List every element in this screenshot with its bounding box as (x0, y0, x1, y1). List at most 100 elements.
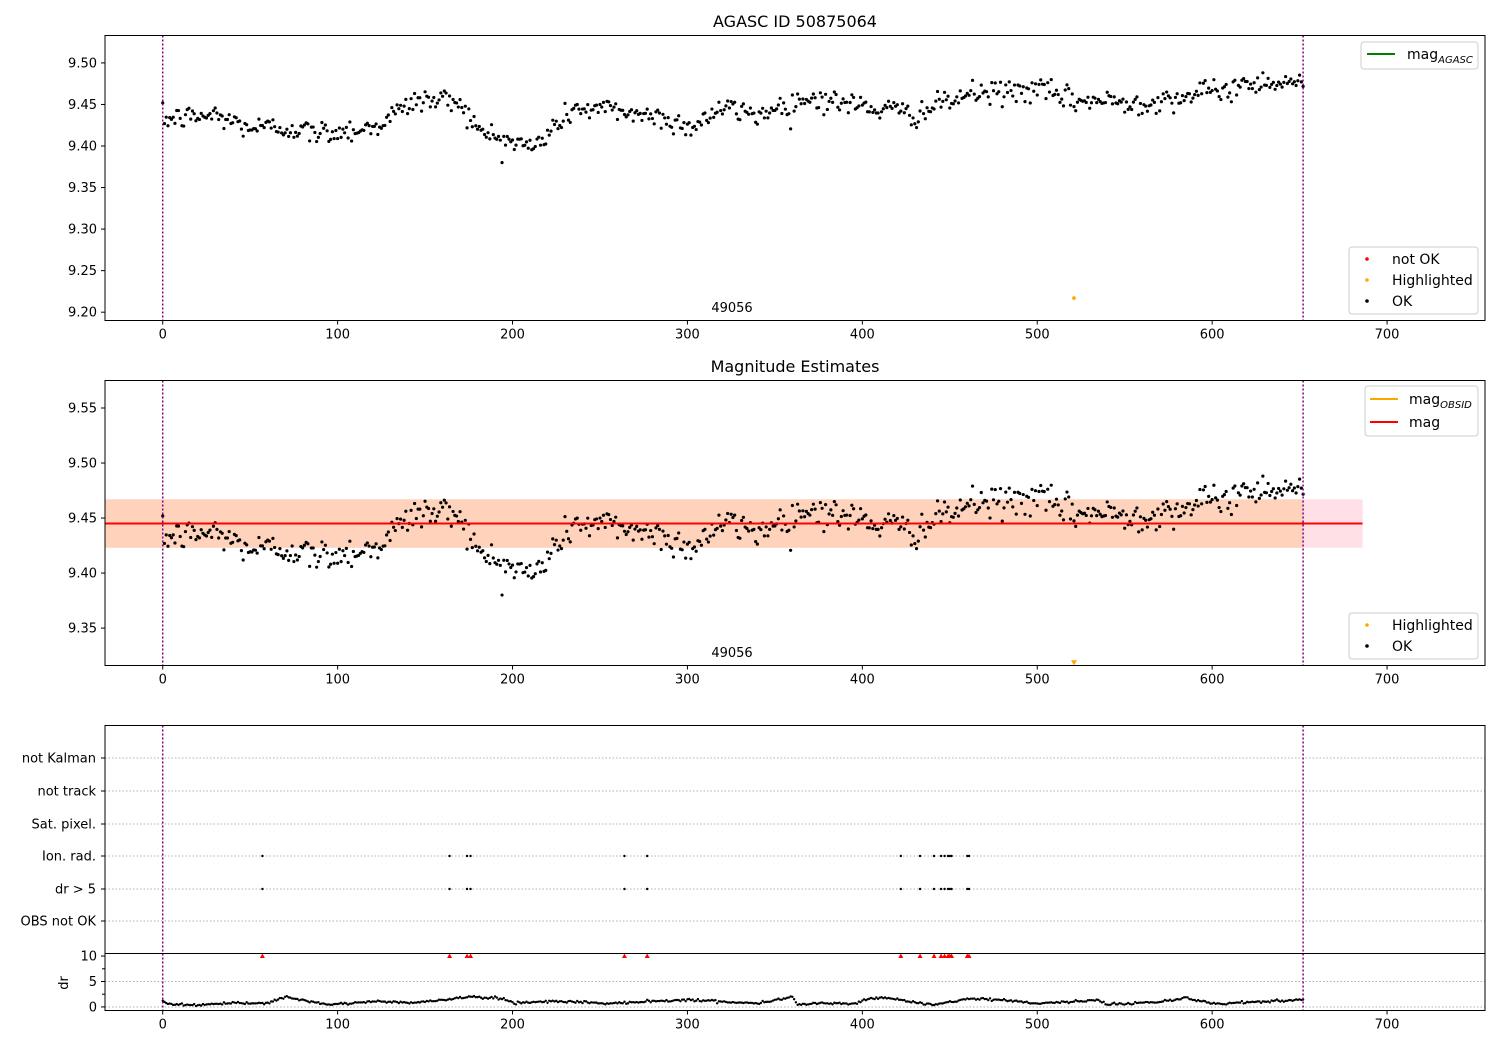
ok-point (951, 102, 955, 106)
ok-point (1249, 82, 1253, 86)
ok-point (1140, 111, 1144, 115)
ok-point (712, 533, 716, 537)
ok-point (444, 501, 448, 505)
ok-point (372, 124, 376, 128)
dr-point (743, 1001, 747, 1004)
ok-point (1205, 91, 1209, 95)
ok-point (1277, 486, 1281, 491)
ok-point (768, 527, 772, 531)
dr-limit-marker (949, 953, 955, 959)
dr-point (544, 999, 547, 1003)
ok-point (1135, 95, 1139, 99)
y-tick-label: 9.40 (68, 140, 97, 155)
ok-point (502, 558, 506, 562)
ok-point (1280, 85, 1284, 89)
ok-point (316, 135, 320, 139)
dr-point (527, 1001, 530, 1004)
dr-point (546, 1001, 549, 1004)
ok-point (467, 107, 471, 111)
flags-dr-panel: not Kalman not track Sat. pixel. Ion. rad. d… (21, 725, 1486, 1033)
dr-point (808, 1002, 812, 1006)
flag-event-point (646, 854, 649, 858)
ok-point (482, 132, 487, 137)
ok-point (1103, 513, 1108, 518)
dr-point (838, 1001, 841, 1004)
ok-point (587, 534, 592, 538)
ok-point (974, 510, 978, 515)
ok-point (1257, 88, 1261, 92)
ok-point (724, 518, 728, 522)
dr-point (778, 998, 782, 1001)
ok-point (902, 527, 906, 531)
flag-event-point (966, 887, 969, 891)
ok-point (290, 544, 294, 548)
ok-point (834, 503, 838, 507)
ok-point (183, 113, 188, 117)
ok-point (1271, 80, 1275, 84)
dr-point (189, 1003, 192, 1007)
ok-point (984, 90, 989, 94)
flag-event-point (448, 854, 451, 858)
ok-point (768, 111, 772, 115)
ok-point (552, 122, 557, 127)
dr-point (1086, 998, 1090, 1002)
ok-point (834, 92, 838, 97)
ok-point (169, 536, 174, 540)
magnitude-marker-legend: Highlighted OK (1348, 612, 1479, 660)
ok-point (1215, 498, 1219, 502)
y-tick-label: 9.30 (68, 223, 97, 238)
ok-point (475, 127, 480, 131)
dr-point (1081, 1000, 1084, 1003)
ok-point (631, 119, 635, 123)
ok-point (1026, 87, 1031, 91)
ok-point (872, 108, 877, 112)
ok-point (1138, 101, 1143, 106)
y-tick-label: 9.45 (68, 98, 97, 113)
ok-point (343, 553, 347, 558)
dr-point (359, 1001, 362, 1004)
x-tick-label: 500 (1025, 1018, 1050, 1033)
ok-point (594, 103, 599, 107)
ok-point (537, 135, 541, 139)
ok-point (325, 551, 329, 555)
dr-point (696, 997, 700, 1001)
ok-point (780, 111, 784, 116)
ok-point (703, 527, 707, 531)
ok-point (738, 118, 742, 122)
ok-point (612, 519, 616, 524)
dr-point (1279, 1000, 1282, 1003)
dr-point (766, 1000, 770, 1004)
ok-point (253, 127, 258, 131)
ok-point (1032, 89, 1036, 93)
ok-point (1053, 503, 1057, 507)
ok-point (762, 534, 766, 538)
ok-point (675, 118, 679, 122)
x-tick-label: 700 (1375, 328, 1400, 343)
ok-point (362, 128, 366, 133)
dr-point (1090, 999, 1093, 1002)
ok-point (955, 506, 959, 510)
dr-point (1113, 1001, 1116, 1004)
dr-point (945, 1001, 948, 1004)
dr-point (1037, 1002, 1041, 1006)
x-tick-label: 400 (850, 328, 875, 343)
dr-point (187, 1003, 191, 1007)
ok-point (234, 116, 238, 120)
ok-point (1222, 85, 1226, 89)
dr-point (810, 1002, 813, 1006)
dr-point (813, 1001, 817, 1005)
ok-point (388, 119, 392, 124)
ok-point (346, 136, 350, 140)
ok-point (1019, 91, 1024, 95)
dr-point (1020, 1000, 1023, 1003)
ok-point (963, 505, 968, 509)
dr-point (474, 996, 477, 999)
ok-point (621, 108, 625, 112)
ok-point (1240, 484, 1244, 488)
ok-point (824, 92, 828, 96)
ok-point (871, 526, 875, 531)
ok-point (1063, 497, 1067, 501)
ok-point (558, 544, 562, 548)
ok-point (412, 91, 417, 96)
dr-point (271, 1000, 275, 1003)
